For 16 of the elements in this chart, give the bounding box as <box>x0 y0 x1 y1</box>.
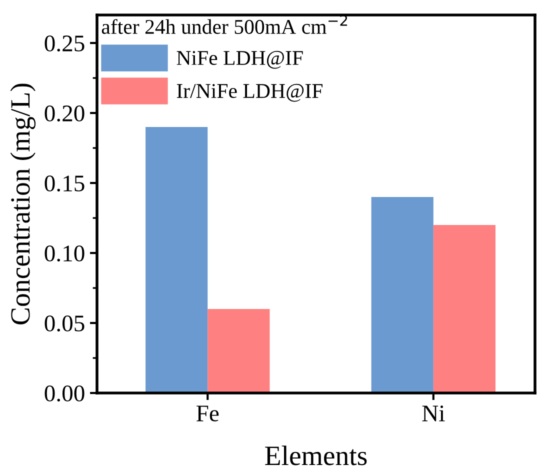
y-tick-label: 0.25 <box>44 35 84 52</box>
y-tick-label: 0.05 <box>44 315 84 332</box>
y-tick-label: 0.20 <box>44 105 84 122</box>
bar <box>371 197 434 393</box>
x-tick-label: Ni <box>422 406 445 422</box>
y-tick-label: 0.10 <box>44 245 84 262</box>
legend-label: Ir/NiFe LDH@IF <box>176 84 322 102</box>
bar <box>208 309 270 393</box>
bar <box>433 225 496 393</box>
x-axis-title: Elements <box>265 446 367 466</box>
x-tick-label: Fe <box>196 406 219 422</box>
legend-label: NiFe LDH@IF <box>176 50 303 69</box>
bar <box>146 127 208 393</box>
y-tick-label: 0.00 <box>44 385 84 402</box>
y-axis-title: Concentration (mg/L) <box>10 84 36 324</box>
y-tick-label: 0.15 <box>44 175 84 192</box>
